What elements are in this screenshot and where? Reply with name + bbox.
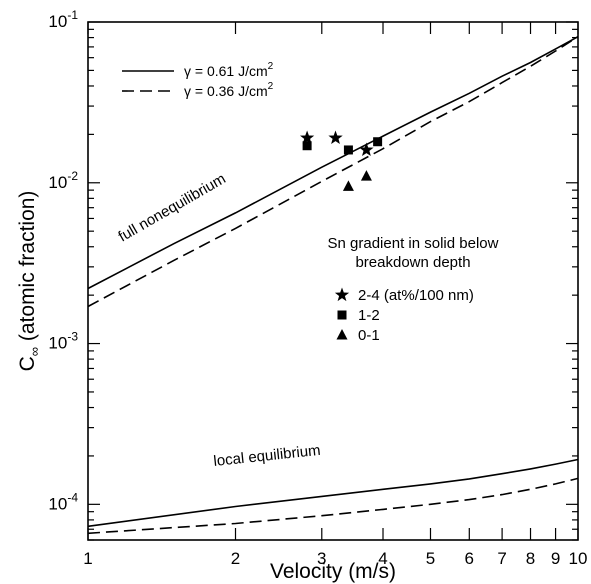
star-marker [359, 142, 374, 156]
sn-legend-title-line2: breakdown depth [355, 254, 470, 271]
sn-legend-marker-star [334, 287, 350, 302]
full-nonequilibrium-label: full nonequilibrium [116, 170, 229, 245]
x-tick-label: 9 [551, 549, 560, 568]
sn-legend-label-triangle: 0-1 [358, 327, 380, 344]
square-marker [302, 141, 312, 151]
series-lines [87, 35, 579, 535]
triangle-marker [360, 170, 372, 181]
square-marker [343, 145, 353, 155]
sn-legend-title-line1: Sn gradient in solid below [328, 235, 499, 252]
sn-legend-marker-triangle [336, 329, 348, 340]
star-marker [328, 130, 343, 144]
y-ticks: 10-4 10-3 10-2 10-1 [48, 8, 578, 541]
series-line [87, 477, 579, 535]
series-line [87, 35, 579, 290]
y-tick-label: 10-2 [48, 169, 78, 192]
legend-label-dashed: γ = 0.36 J/cm2 [184, 81, 274, 99]
triangle-marker [342, 180, 354, 191]
local-equilibrium-label: local equilibrium [213, 442, 322, 470]
sn-legend-label-star: 2-4 (at%/100 nm) [358, 287, 474, 304]
x-tick-label: 2 [231, 549, 240, 568]
x-ticks: 1 2 3 4 5 6 7 8 9 10 [83, 22, 587, 568]
series-line [87, 36, 579, 308]
sn-legend-label-square: 1-2 [358, 307, 380, 324]
legend-label-solid: γ = 0.61 J/cm2 [184, 61, 274, 79]
square-marker [373, 137, 383, 147]
sn-legend-marker-square [337, 310, 347, 320]
data-points [300, 130, 383, 191]
star-marker [300, 130, 315, 144]
y-axis-title: C∞ (atomic fraction) [16, 191, 42, 372]
star-marker [334, 287, 350, 302]
x-tick-label: 7 [497, 549, 506, 568]
y-tick-label: 10-3 [48, 330, 78, 353]
legend: γ = 0.61 J/cm2 γ = 0.36 J/cm2 [122, 61, 274, 99]
y-tick-label: 10-4 [48, 490, 78, 513]
x-tick-label: 5 [426, 549, 435, 568]
x-tick-label: 8 [526, 549, 535, 568]
x-tick-label: 3 [317, 549, 326, 568]
series-line [87, 458, 579, 528]
x-tick-label: 4 [378, 549, 387, 568]
x-tick-label: 6 [465, 549, 474, 568]
x-tick-label: 10 [569, 549, 588, 568]
square-marker [337, 310, 347, 320]
triangle-marker [336, 329, 348, 340]
plot-frame [87, 21, 579, 541]
x-axis-title: Velocity (m/s) [270, 560, 396, 583]
x-tick-label: 1 [83, 549, 92, 568]
y-tick-label: 10-1 [48, 8, 78, 31]
sn-gradient-legend: Sn gradient in solid below breakdown dep… [328, 235, 499, 344]
